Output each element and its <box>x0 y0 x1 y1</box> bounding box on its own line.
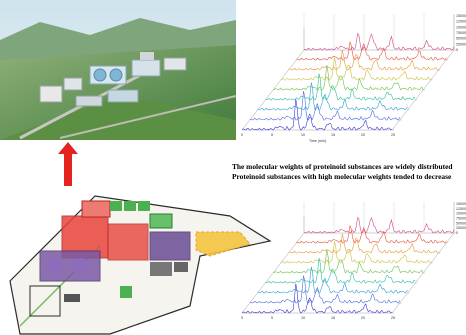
x-tick-label: 5 <box>271 133 273 137</box>
series-line-1 <box>241 99 393 131</box>
series-line-7 <box>288 49 439 71</box>
chart-floor <box>241 232 455 314</box>
zone-gray <box>29 262 188 317</box>
x-tick-label: 25 <box>391 316 395 320</box>
y-tick-label: 25000 <box>456 42 466 46</box>
y-tick-label: 125000 <box>456 207 466 211</box>
series-line-3 <box>257 82 408 111</box>
y-tick-label: 75000 <box>456 217 466 221</box>
series-line-5 <box>272 65 424 91</box>
series-line-7 <box>288 233 439 254</box>
chart-floor <box>241 49 455 131</box>
series-line-2 <box>249 91 401 121</box>
y-tick-label: 50000 <box>456 37 466 41</box>
series-line-4 <box>265 73 416 101</box>
caption-line-2: Proteinoid substances with high molecula… <box>232 172 452 181</box>
series-line-9 <box>303 32 455 51</box>
y-tick-label: 0 <box>456 48 458 52</box>
x-tick-label: 15 <box>331 133 335 137</box>
y-tick-label: 100000 <box>456 212 466 216</box>
series-line-2 <box>249 275 401 304</box>
series-line-4 <box>265 257 416 284</box>
series-line-8 <box>296 224 447 244</box>
chromatogram-bottom: 0250005000075000100000125000150000051015… <box>241 202 466 320</box>
x-tick-label: 0 <box>241 133 243 137</box>
y-tick-label: 50000 <box>456 221 466 225</box>
double-arrow-icon <box>58 142 78 204</box>
zone-green <box>110 201 173 229</box>
x-tick-label: 25 <box>391 133 395 137</box>
site-plan <box>0 186 280 335</box>
caption-line-1: The molecular weights of proteinoid subs… <box>232 162 453 171</box>
x-tick-label: 10 <box>301 133 305 137</box>
x-tick-label: 5 <box>271 316 273 320</box>
zone-purple <box>39 231 191 282</box>
series-line-8 <box>296 40 447 61</box>
series-line-3 <box>257 266 408 294</box>
x-tick-label: 15 <box>331 316 335 320</box>
series-line-9 <box>303 216 455 234</box>
x-tick-label: 20 <box>361 133 365 137</box>
y-tick-label: 100000 <box>456 25 466 29</box>
x-axis-label: Time (min) <box>309 139 326 143</box>
plant-buildings <box>39 52 187 107</box>
caption: The molecular weights of proteinoid subs… <box>232 162 466 182</box>
y-tick-label: 75000 <box>456 31 466 35</box>
series-line-1 <box>241 283 393 314</box>
y-tick-label: 0 <box>456 231 458 235</box>
series-line-6 <box>280 57 432 81</box>
x-tick-label: 20 <box>361 316 365 320</box>
y-tick-label: 25000 <box>456 226 466 230</box>
x-tick-label: 10 <box>301 316 305 320</box>
x-tick-label: 0 <box>241 316 243 320</box>
aerial-plant-rendering <box>0 0 236 140</box>
zone-yellow <box>195 231 251 257</box>
series-line-6 <box>280 241 432 264</box>
y-tick-label: 125000 <box>456 20 466 24</box>
series-line-5 <box>272 249 424 274</box>
